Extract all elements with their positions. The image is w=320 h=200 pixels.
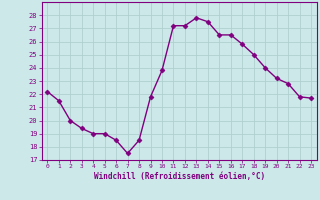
X-axis label: Windchill (Refroidissement éolien,°C): Windchill (Refroidissement éolien,°C) [94,172,265,181]
